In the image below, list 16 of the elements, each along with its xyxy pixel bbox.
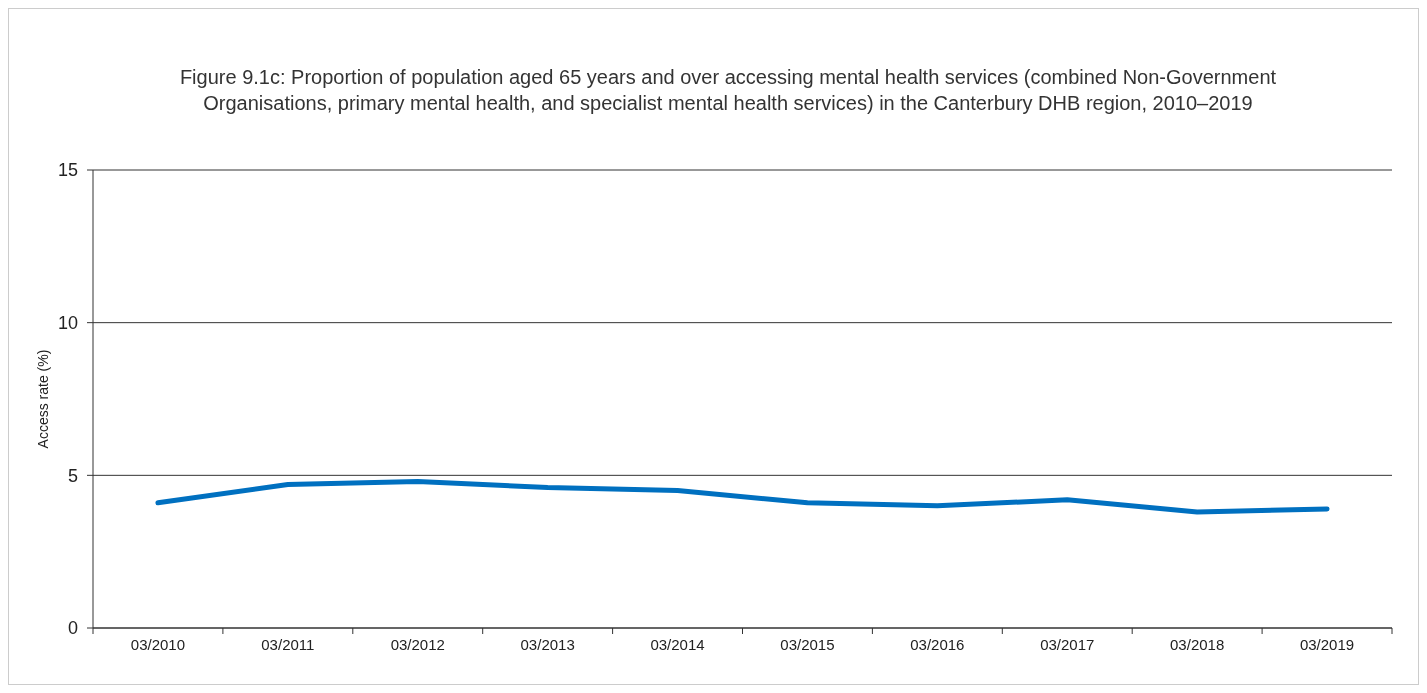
- x-tick-label: 03/2016: [910, 636, 965, 653]
- x-tick-label: 03/2012: [390, 636, 445, 653]
- y-tick-label: 0: [67, 618, 78, 639]
- x-tick-label: 03/2010: [130, 636, 186, 653]
- y-tick-label: 15: [57, 160, 78, 181]
- x-tick-label: 03/2015: [780, 636, 835, 653]
- x-tick-label: 03/2017: [1040, 636, 1095, 653]
- x-tick-label: 03/2013: [520, 636, 575, 653]
- y-tick-label: 10: [57, 312, 78, 333]
- y-tick-label: 5: [67, 465, 78, 486]
- y-axis-title: Access rate (%): [35, 349, 51, 449]
- x-tick-label: 03/2018: [1170, 636, 1225, 653]
- x-tick-label: 03/2014: [650, 636, 705, 653]
- chart-title: Figure 9.1c: Proportion of population aged 65 years and over accessing mental health services (combined Non-Government Organisations, primary mental health, and specialist mental health services) in the Canterbury DHB region, 2010–2019: [179, 66, 1277, 114]
- x-tick-label: 03/2011: [261, 636, 315, 653]
- x-tick-label: 03/2019: [1299, 636, 1355, 653]
